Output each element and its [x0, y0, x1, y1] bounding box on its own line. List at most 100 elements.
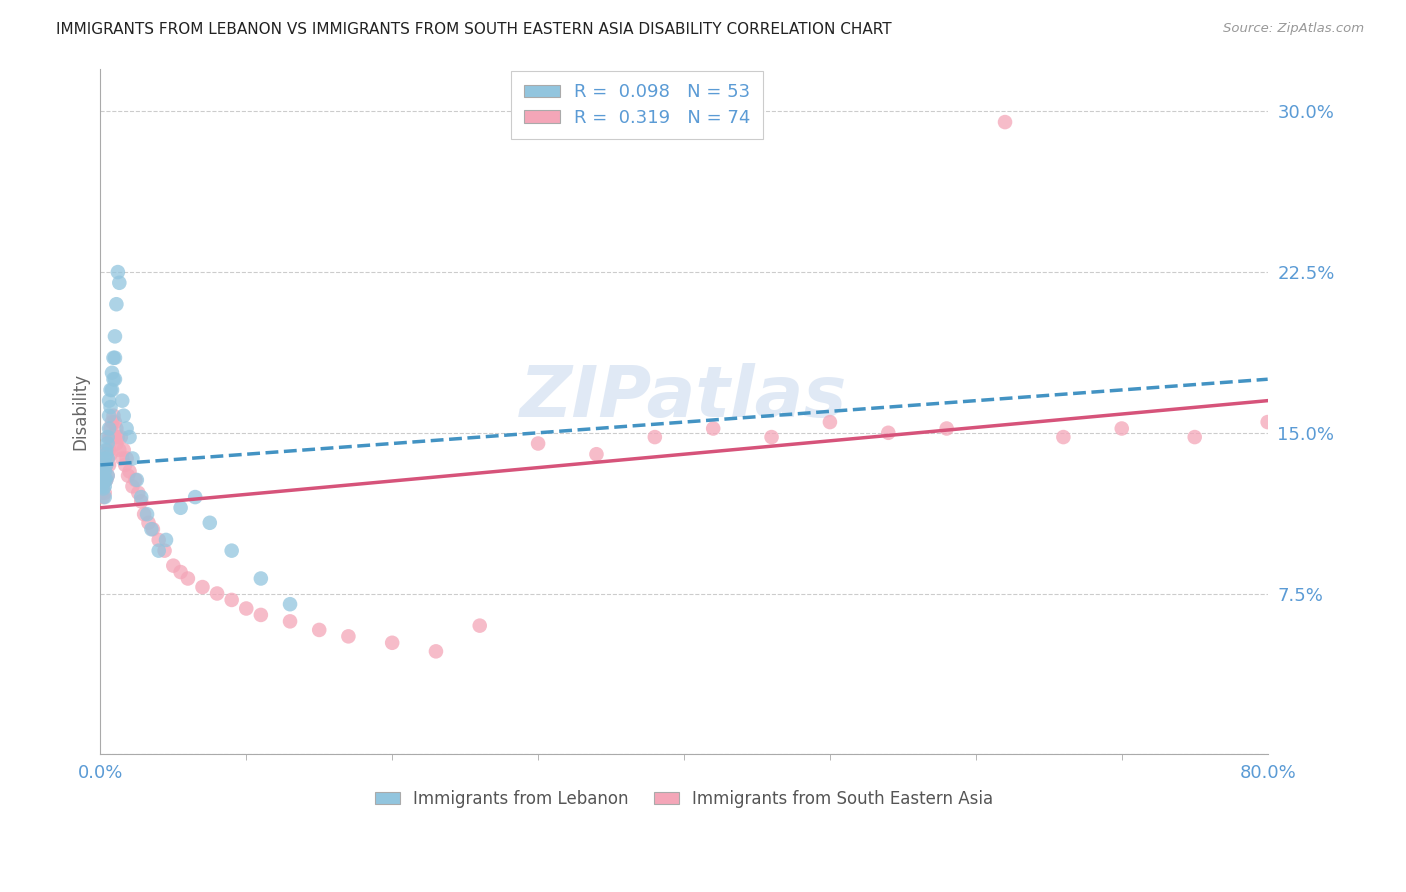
Point — [104, 415, 127, 429]
Point — [191, 580, 214, 594]
Point — [90, 485, 112, 500]
Point — [381, 636, 404, 650]
Point — [90, 473, 112, 487]
Point — [221, 543, 243, 558]
Point — [111, 451, 134, 466]
Point — [129, 490, 152, 504]
Point — [103, 409, 125, 423]
Point — [138, 516, 160, 530]
Point — [129, 494, 152, 508]
Point — [105, 436, 128, 450]
Point — [117, 468, 139, 483]
Point — [97, 468, 120, 483]
Point — [93, 464, 115, 478]
Point — [101, 430, 124, 444]
Point — [118, 464, 141, 478]
Point — [141, 522, 163, 536]
Point — [115, 451, 138, 466]
Text: IMMIGRANTS FROM LEBANON VS IMMIGRANTS FROM SOUTH EASTERN ASIA DISABILITY CORRELA: IMMIGRANTS FROM LEBANON VS IMMIGRANTS FR… — [56, 22, 891, 37]
Point — [104, 351, 127, 365]
Point — [108, 276, 131, 290]
Legend: Immigrants from Lebanon, Immigrants from South Eastern Asia: Immigrants from Lebanon, Immigrants from… — [368, 783, 1000, 814]
Point — [108, 442, 131, 457]
Point — [93, 458, 115, 472]
Point — [221, 593, 243, 607]
Point — [104, 430, 127, 444]
Point — [124, 473, 146, 487]
Point — [107, 430, 129, 444]
Point — [112, 442, 135, 457]
Point — [93, 485, 115, 500]
Point — [1111, 421, 1133, 435]
Point — [101, 383, 124, 397]
Point — [93, 451, 115, 466]
Text: Source: ZipAtlas.com: Source: ZipAtlas.com — [1223, 22, 1364, 36]
Point — [155, 533, 177, 547]
Point — [103, 351, 125, 365]
Point — [205, 586, 228, 600]
Point — [98, 442, 121, 457]
Point — [91, 477, 114, 491]
Y-axis label: Disability: Disability — [72, 373, 89, 450]
Point — [96, 447, 118, 461]
Point — [90, 468, 112, 483]
Point — [125, 473, 148, 487]
Point — [585, 447, 607, 461]
Point — [105, 421, 128, 435]
Point — [101, 415, 124, 429]
Point — [114, 458, 136, 472]
Point — [97, 430, 120, 444]
Point — [250, 607, 273, 622]
Point — [98, 430, 121, 444]
Point — [93, 458, 115, 472]
Point — [96, 458, 118, 472]
Point — [134, 507, 156, 521]
Point — [308, 623, 330, 637]
Point — [103, 430, 125, 444]
Point — [93, 490, 115, 504]
Point — [278, 597, 301, 611]
Point — [153, 543, 176, 558]
Point — [935, 421, 957, 435]
Point — [97, 451, 120, 466]
Point — [121, 451, 143, 466]
Point — [118, 430, 141, 444]
Point — [994, 115, 1017, 129]
Point — [104, 329, 127, 343]
Point — [105, 297, 128, 311]
Point — [91, 468, 114, 483]
Point — [96, 451, 118, 466]
Point — [198, 516, 221, 530]
Point — [877, 425, 900, 440]
Point — [90, 479, 112, 493]
Point — [98, 421, 121, 435]
Point — [644, 430, 666, 444]
Point — [1052, 430, 1074, 444]
Point — [98, 458, 121, 472]
Point — [235, 601, 257, 615]
Point — [761, 430, 783, 444]
Point — [93, 473, 115, 487]
Point — [100, 430, 122, 444]
Point — [136, 507, 159, 521]
Point — [98, 393, 121, 408]
Point — [169, 565, 191, 579]
Point — [468, 618, 491, 632]
Point — [177, 572, 200, 586]
Point — [112, 409, 135, 423]
Point — [97, 436, 120, 450]
Point — [184, 490, 207, 504]
Point — [1257, 415, 1279, 429]
Point — [103, 372, 125, 386]
Point — [162, 558, 184, 573]
Point — [278, 615, 301, 629]
Point — [527, 436, 550, 450]
Point — [93, 473, 115, 487]
Point — [115, 421, 138, 435]
Point — [100, 447, 122, 461]
Point — [111, 393, 134, 408]
Point — [91, 490, 114, 504]
Point — [110, 430, 132, 444]
Point — [250, 572, 273, 586]
Point — [91, 462, 114, 476]
